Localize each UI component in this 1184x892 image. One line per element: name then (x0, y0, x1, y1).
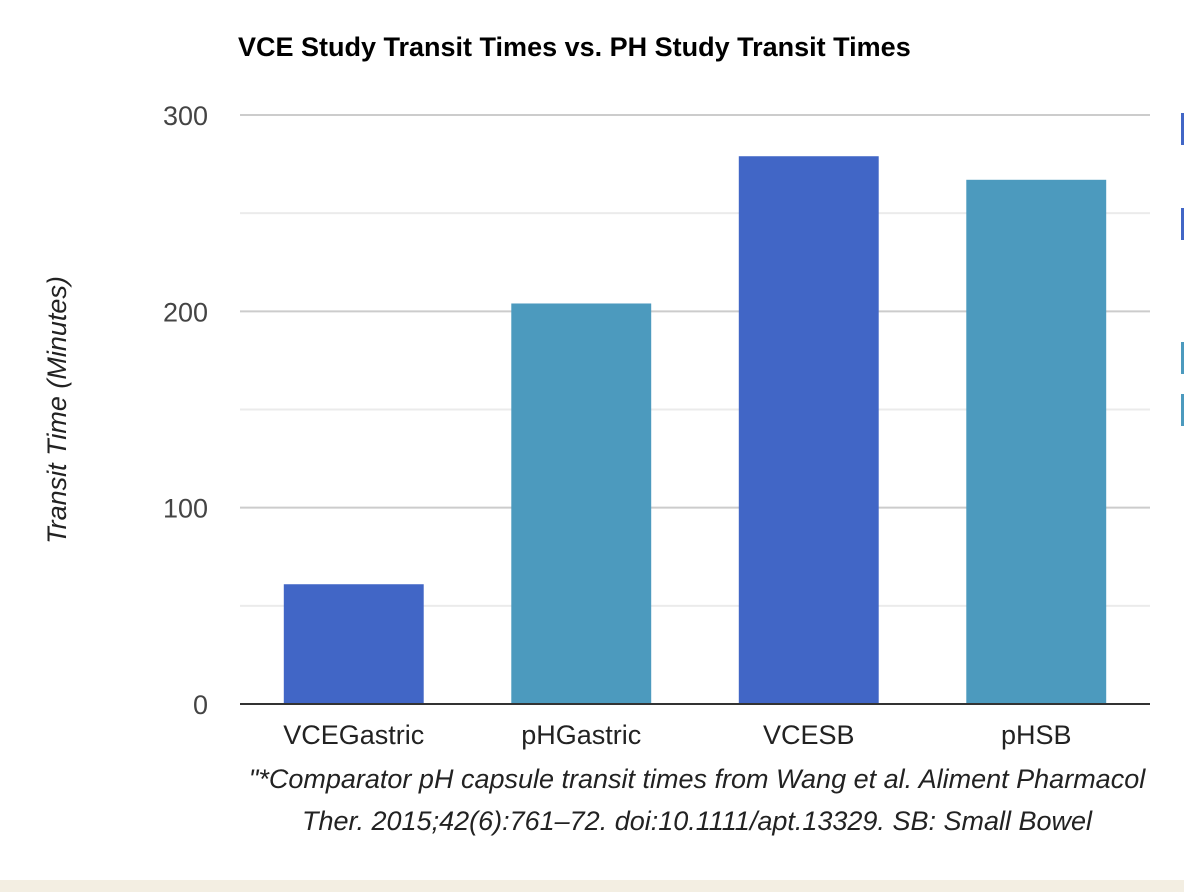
y-tick-label: 100 (163, 494, 208, 524)
x-tick-label: VCESB (763, 720, 855, 750)
y-axis-title: Transit Time (Minutes) (42, 276, 72, 544)
chart-footnote: "*Comparator pH capsule transit times fr… (248, 764, 1146, 836)
chart-title: VCE Study Transit Times vs. PH Study Tra… (238, 32, 911, 62)
x-tick-label: pHGastric (521, 720, 641, 750)
bar-phsb (966, 179, 1107, 705)
y-tick-label: 0 (193, 690, 208, 720)
x-tick-label: VCEGastric (283, 720, 424, 750)
y-tick-label: 200 (163, 297, 208, 327)
bar-phgastric (511, 303, 652, 704)
page-bottom-strip (0, 880, 1184, 892)
x-category-labels: VCEGastric pHGastric VCESB pHSB (283, 720, 1071, 750)
legend-swatch (1181, 342, 1184, 374)
x-tick-label: pHSB (1001, 720, 1072, 750)
bar-vcegastric (283, 584, 424, 704)
y-tick-labels: 0 100 200 300 (163, 101, 208, 720)
bars (283, 156, 1107, 705)
legend-swatch (1181, 394, 1184, 426)
y-tick-label: 300 (163, 101, 208, 131)
legend-swatch (1181, 113, 1184, 145)
bar-vcesb (738, 156, 879, 705)
legend-swatch (1181, 208, 1184, 240)
